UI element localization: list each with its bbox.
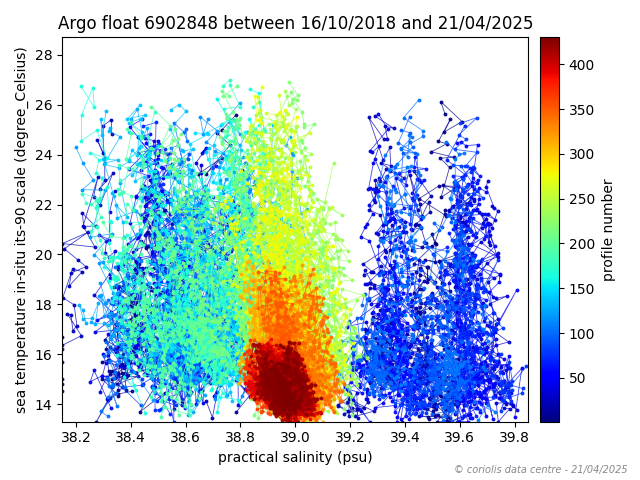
X-axis label: practical salinity (psu): practical salinity (psu) [218, 451, 372, 465]
Title: Argo float 6902848 between 16/10/2018 and 21/04/2025: Argo float 6902848 between 16/10/2018 an… [58, 15, 533, 33]
Y-axis label: sea temperature in-situ its-90 scale (degree_Celsius): sea temperature in-situ its-90 scale (de… [15, 46, 29, 413]
Text: © coriolis data centre - 21/04/2025: © coriolis data centre - 21/04/2025 [454, 465, 627, 475]
Y-axis label: profile number: profile number [602, 178, 616, 281]
